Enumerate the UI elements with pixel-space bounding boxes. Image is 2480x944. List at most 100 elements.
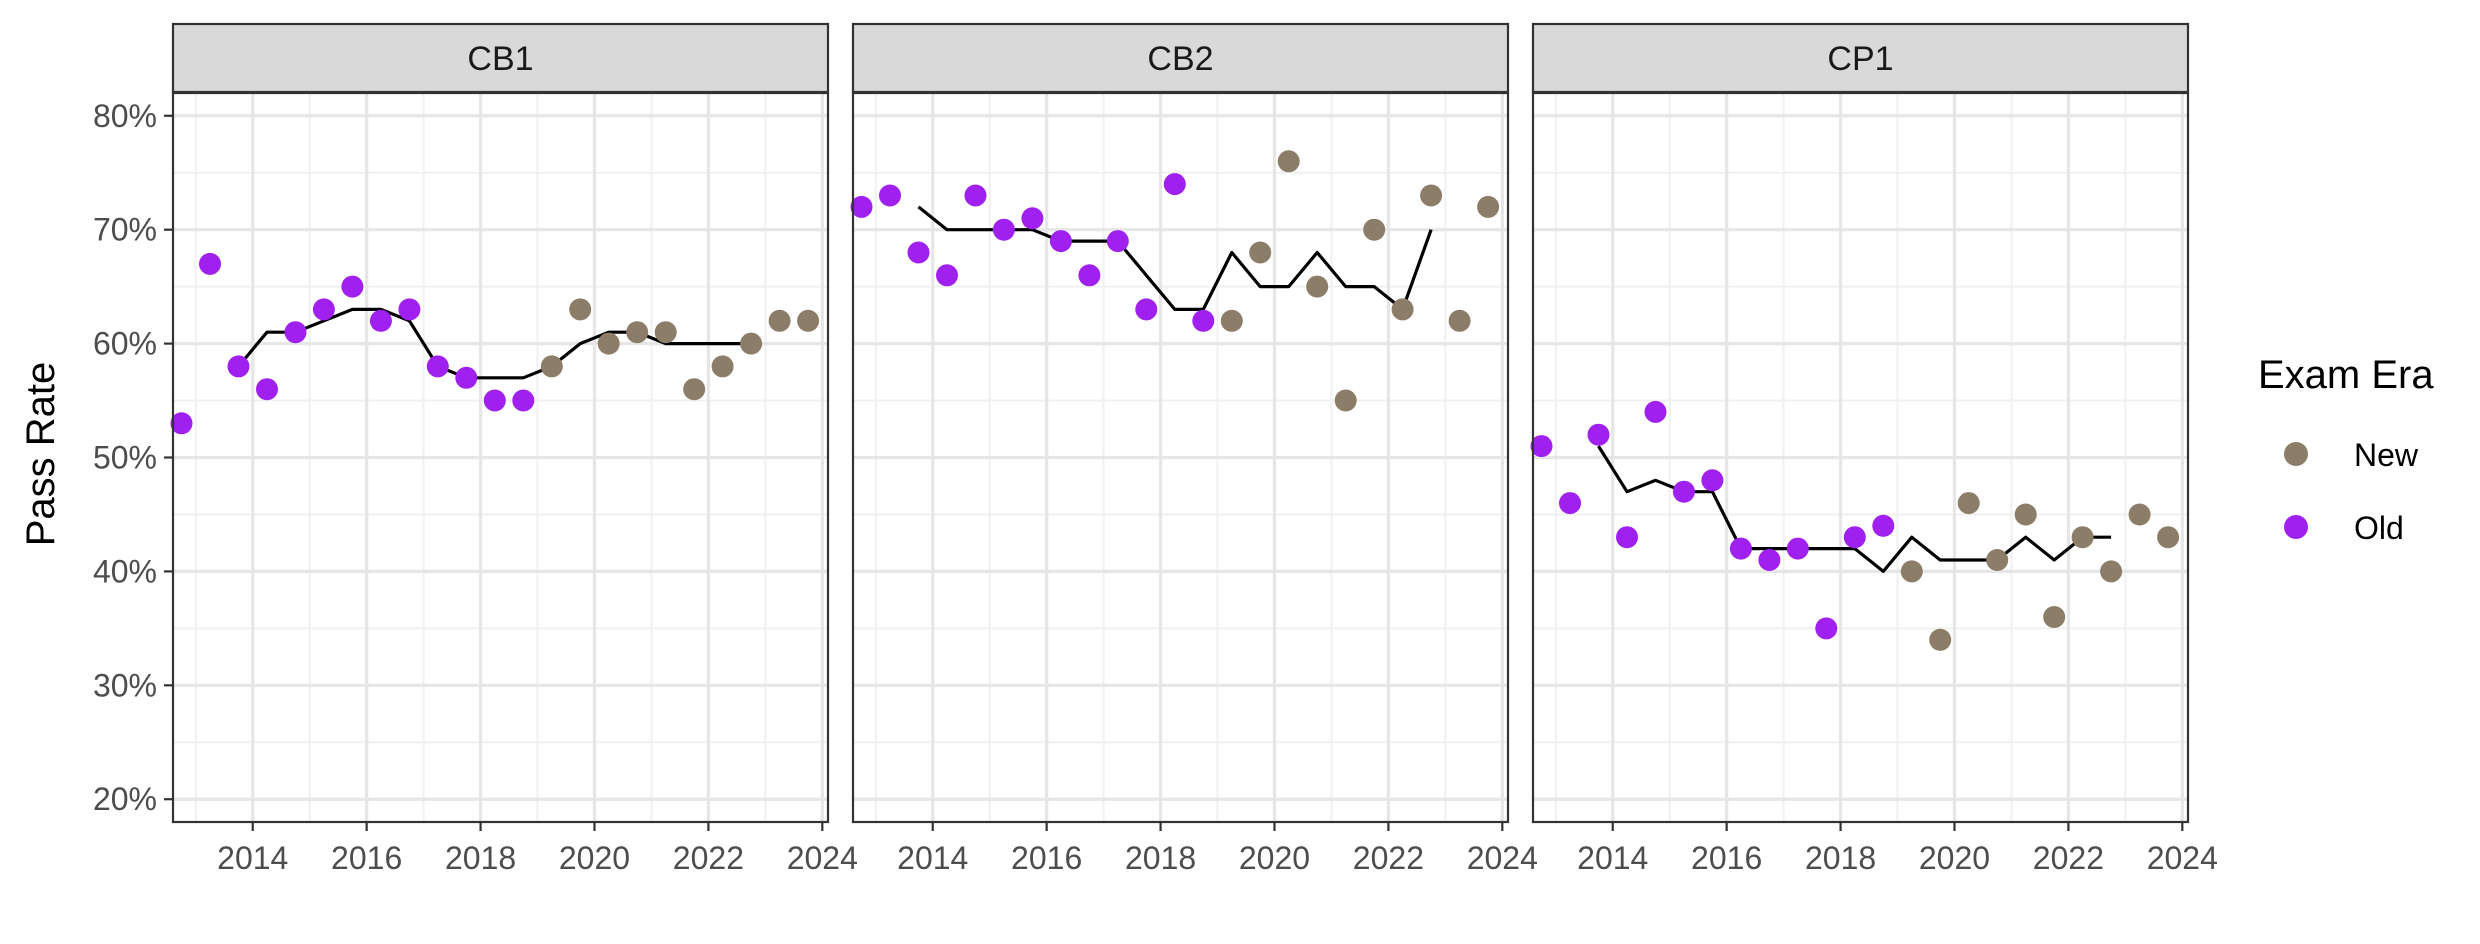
x-tick-label: 2018 (1125, 840, 1196, 876)
data-point-old (426, 355, 449, 378)
panel-cb2: CB2 2014 2016 2018 2020 2022 2024 (850, 22, 1538, 876)
x-tick-label: 2022 (2033, 840, 2104, 876)
data-point-old (1559, 492, 1581, 515)
data-point-new (683, 378, 706, 401)
data-point-old (256, 378, 278, 401)
data-point-old (1192, 309, 1215, 332)
data-point-new (1391, 298, 1414, 321)
data-point-new (2128, 503, 2151, 526)
data-point-old (1078, 264, 1101, 287)
y-tick-label: 30% (93, 667, 157, 703)
x-tick-label: 2016 (1011, 840, 1082, 876)
data-point-old (992, 218, 1015, 241)
data-point-old (199, 252, 221, 275)
data-point-new (740, 332, 763, 355)
data-point-new (2043, 606, 2066, 628)
x-tick-label: 2014 (217, 840, 288, 876)
legend-key-old (2284, 515, 2308, 539)
data-point-new (1420, 184, 1443, 207)
data-point-old (907, 241, 930, 264)
legend-key-new (2284, 442, 2308, 466)
data-point-old (1616, 526, 1638, 549)
data-point-old (1587, 423, 1610, 446)
legend-title: Exam Era (2258, 353, 2434, 397)
y-tick-label: 20% (93, 781, 157, 817)
data-point-old (1049, 230, 1072, 253)
x-tick-label: 2016 (331, 840, 402, 876)
data-point-new (1448, 309, 1471, 332)
data-point-new (1477, 195, 1500, 218)
data-point-new (626, 321, 649, 344)
x-tick-label: 2018 (445, 840, 516, 876)
data-point-new (711, 355, 734, 378)
data-point-old (1644, 400, 1667, 423)
data-point-new (1986, 549, 2009, 571)
data-point-new (540, 355, 563, 378)
data-point-new (1334, 389, 1357, 412)
x-tick-label: 2024 (1467, 840, 1538, 876)
facet-strip-label: CP1 (1827, 40, 1893, 78)
data-point-old (1163, 173, 1186, 196)
legend-entry-new: New (2284, 437, 2419, 473)
y-tick-label: 40% (93, 553, 157, 589)
data-point-old (1815, 617, 1838, 640)
data-point-new (1957, 492, 1980, 515)
data-point-old (483, 389, 506, 412)
data-point-old (964, 184, 987, 207)
data-point-old (170, 412, 193, 435)
data-point-old (369, 309, 392, 332)
data-point-old (1872, 514, 1895, 537)
x-tick-label: 2024 (2147, 840, 2218, 876)
data-point-new (1277, 150, 1300, 173)
data-point-old (341, 275, 364, 298)
data-point-old (512, 389, 535, 412)
trend-line-cb1 (237, 307, 752, 380)
data-point-new (1306, 275, 1329, 298)
panels-layer: CB1 2014 2016 2018 2020 2022 2024 20% 30% 40% 50% 6… (93, 22, 2218, 876)
data-point-old (455, 366, 478, 389)
data-point-new (768, 309, 791, 332)
data-point-new (2100, 560, 2123, 583)
data-point-old (1106, 230, 1129, 253)
data-point-old (312, 298, 335, 321)
legend-entry-old: Old (2284, 510, 2404, 546)
legend-label-new: New (2354, 437, 2419, 473)
x-tick-label: 2022 (1353, 840, 1424, 876)
x-tick-label: 2020 (1919, 840, 1990, 876)
data-point-new (1363, 218, 1386, 241)
data-point-old (1786, 537, 1809, 560)
facet-strip (171, 22, 830, 94)
legend: Exam Era New Old (2258, 353, 2434, 546)
y-tick-label: 50% (93, 440, 157, 476)
data-point-old (284, 321, 307, 344)
facet-strip-label: CB2 (1147, 40, 1213, 78)
data-point-new (1249, 241, 1272, 264)
data-point-old (1021, 207, 1044, 230)
data-point-old (1729, 537, 1752, 560)
data-point-old (227, 355, 250, 378)
data-point-new (1220, 309, 1243, 332)
facet-strip-label: CB1 (467, 40, 533, 78)
data-point-new (569, 298, 592, 321)
data-point-new (2157, 526, 2180, 549)
x-tick-label: 2022 (673, 840, 744, 876)
y-tick-label: 80% (93, 98, 157, 134)
x-tick-label: 2014 (897, 840, 968, 876)
data-point-new (797, 309, 820, 332)
data-point-old (1701, 469, 1724, 492)
legend-label-old: Old (2354, 510, 2404, 546)
data-point-new (2071, 526, 2094, 549)
data-point-new (597, 332, 620, 355)
data-point-new (1900, 560, 1923, 583)
y-axis-title: Pass Rate (19, 362, 63, 547)
data-point-old (879, 184, 901, 207)
x-tick-label: 2014 (1577, 840, 1648, 876)
y-tick-label: 60% (93, 326, 157, 362)
data-point-new (2014, 503, 2037, 526)
panel-cb1: CB1 2014 2016 2018 2020 2022 2024 20% 30% 40% 50% 6… (93, 22, 858, 876)
data-point-old (850, 195, 873, 218)
data-point-old (1530, 435, 1553, 458)
x-tick-label: 2016 (1691, 840, 1762, 876)
